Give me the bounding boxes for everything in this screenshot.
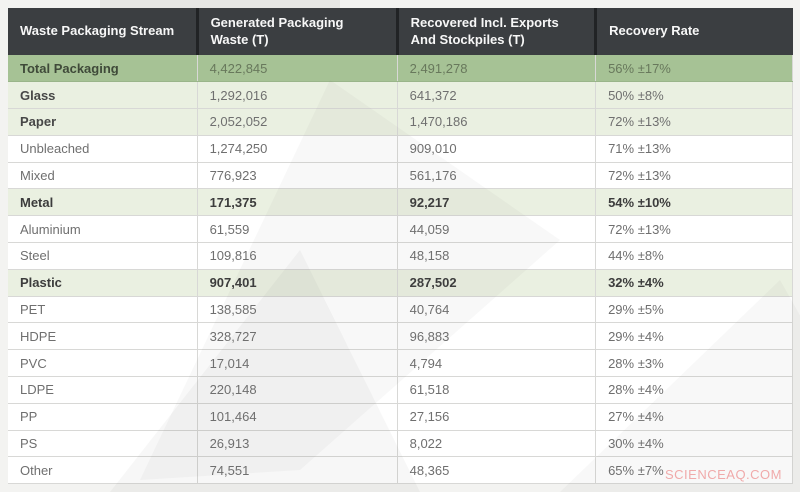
col-header-stream: Waste Packaging Stream (8, 8, 199, 55)
cell-generated: 171,375 (197, 188, 398, 217)
cell-stream: Paper (8, 108, 198, 136)
table-row: Metal 171,375 92,217 54% ±10% (8, 188, 793, 217)
table-row: PET 138,585 40,764 29% ±5% (8, 296, 793, 324)
table-row: Steel 109,816 48,158 44% ±8% (8, 242, 793, 270)
cell-generated: 61,559 (197, 215, 398, 244)
table-row: LDPE 220,148 61,518 28% ±4% (8, 376, 793, 404)
cell-recovered: 48,365 (397, 456, 597, 485)
table-row: Mixed 776,923 561,176 72% ±13% (8, 162, 793, 190)
table-row: Plastic 907,401 287,502 32% ±4% (8, 269, 793, 297)
cell-generated: 4,422,845 (197, 55, 398, 83)
cell-stream: PP (8, 403, 198, 431)
table-row: Glass 1,292,016 641,372 50% ±8% (8, 81, 793, 110)
waste-packaging-table: Waste Packaging Stream Generated Packagi… (8, 8, 793, 485)
table-row: Paper 2,052,052 1,470,186 72% ±13% (8, 108, 793, 136)
cell-rate: 56% ±17% (595, 55, 793, 83)
cell-generated: 907,401 (197, 269, 398, 297)
cell-rate: 29% ±5% (595, 296, 793, 324)
table-row: Unbleached 1,274,250 909,010 71% ±13% (8, 135, 793, 163)
cell-generated: 109,816 (197, 242, 398, 270)
cell-recovered: 2,491,278 (397, 55, 597, 83)
cell-generated: 74,551 (197, 456, 398, 485)
cell-rate: 30% ±4% (595, 430, 793, 458)
cell-stream: Other (8, 456, 198, 485)
table-row: Other 74,551 48,365 65% ±7% (8, 456, 793, 485)
cell-rate: 54% ±10% (595, 188, 793, 217)
cell-stream: Metal (8, 188, 198, 217)
cell-stream: PVC (8, 349, 198, 378)
cell-generated: 17,014 (197, 349, 398, 378)
cell-recovered: 27,156 (397, 403, 597, 431)
cell-stream: PS (8, 430, 198, 458)
table-body: Total Packaging 4,422,845 2,491,278 56% ±17… (8, 55, 793, 485)
table-row: PS 26,913 8,022 30% ±4% (8, 430, 793, 458)
cell-stream: PET (8, 296, 198, 324)
col-header-rate: Recovery Rate (595, 8, 793, 55)
cell-recovered: 8,022 (397, 430, 597, 458)
cell-generated: 220,148 (197, 376, 398, 404)
cell-rate: 27% ±4% (595, 403, 793, 431)
cell-rate: 72% ±13% (595, 215, 793, 244)
cell-rate: 32% ±4% (595, 269, 793, 297)
cell-rate: 71% ±13% (595, 135, 793, 163)
cell-recovered: 641,372 (397, 81, 597, 110)
cell-rate: 29% ±4% (595, 322, 793, 351)
cell-stream: Unbleached (8, 135, 198, 163)
table-row: Aluminium 61,559 44,059 72% ±13% (8, 215, 793, 244)
cell-generated: 2,052,052 (197, 108, 398, 136)
cell-rate: 72% ±13% (595, 162, 793, 190)
table-row: HDPE 328,727 96,883 29% ±4% (8, 322, 793, 351)
cell-recovered: 4,794 (397, 349, 597, 378)
table-row: PVC 17,014 4,794 28% ±3% (8, 349, 793, 378)
cell-recovered: 61,518 (397, 376, 597, 404)
col-header-recovered: Recovered Incl. Exports And Stockpiles (… (397, 8, 598, 55)
cell-stream: Steel (8, 242, 198, 270)
col-header-generated: Generated Packaging Waste (T) (197, 8, 399, 55)
cell-generated: 101,464 (197, 403, 398, 431)
cell-recovered: 909,010 (397, 135, 597, 163)
cell-rate: 28% ±4% (595, 376, 793, 404)
data-table: Waste Packaging Stream Generated Packagi… (8, 8, 793, 485)
cell-rate: 72% ±13% (595, 108, 793, 136)
cell-recovered: 92,217 (397, 188, 597, 217)
cell-generated: 776,923 (197, 162, 398, 190)
table-row: PP 101,464 27,156 27% ±4% (8, 403, 793, 431)
cell-stream: Glass (8, 81, 198, 110)
cell-rate: 28% ±3% (595, 349, 793, 378)
cell-stream: HDPE (8, 322, 198, 351)
cell-generated: 26,913 (197, 430, 398, 458)
cell-recovered: 44,059 (397, 215, 597, 244)
cell-recovered: 40,764 (397, 296, 597, 324)
cell-stream: Aluminium (8, 215, 198, 244)
cell-rate: 44% ±8% (595, 242, 793, 270)
cell-recovered: 96,883 (397, 322, 597, 351)
cell-recovered: 287,502 (397, 269, 597, 297)
cell-generated: 328,727 (197, 322, 398, 351)
cell-stream: Plastic (8, 269, 198, 297)
cell-stream: Mixed (8, 162, 198, 190)
cell-rate: 50% ±8% (595, 81, 793, 110)
table-row: Total Packaging 4,422,845 2,491,278 56% ±17… (8, 55, 793, 83)
cell-stream: LDPE (8, 376, 198, 404)
cell-generated: 138,585 (197, 296, 398, 324)
cell-recovered: 48,158 (397, 242, 597, 270)
cell-recovered: 1,470,186 (397, 108, 597, 136)
cell-generated: 1,274,250 (197, 135, 398, 163)
cell-rate: 65% ±7% (595, 456, 793, 485)
cell-stream: Total Packaging (8, 55, 198, 83)
cell-generated: 1,292,016 (197, 81, 398, 110)
cell-recovered: 561,176 (397, 162, 597, 190)
table-header: Waste Packaging Stream Generated Packagi… (8, 8, 793, 55)
